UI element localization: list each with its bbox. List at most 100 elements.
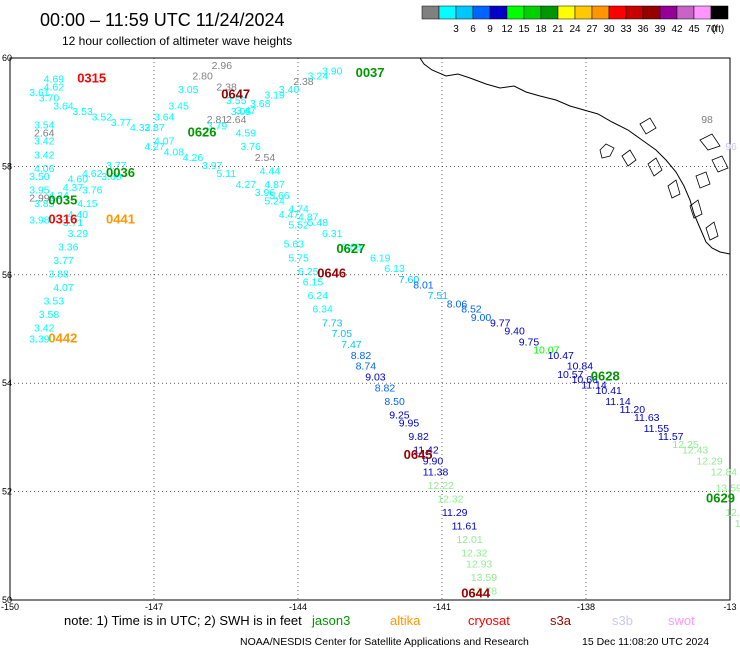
wave-height-value: 4.26 xyxy=(183,152,204,164)
wave-height-value: 3.68 xyxy=(250,98,271,110)
wave-height-value: 12.01 xyxy=(456,534,482,546)
latitude-tick-label: 50 xyxy=(2,595,12,605)
wave-height-value: 4.59 xyxy=(236,128,257,140)
latitude-tick-labels: 60 58 56 54 52 50 xyxy=(2,53,12,605)
wave-height-value: 7.05 xyxy=(332,328,353,340)
wave-height-value: 3.42 xyxy=(34,323,55,335)
wave-height-value: 5.52 xyxy=(288,220,309,232)
wave-height-value: 3.42 xyxy=(34,136,55,148)
satellite-legend-item: s3a xyxy=(550,613,572,628)
longitude-tick-label: -147 xyxy=(145,602,163,612)
wave-height-value: 3.50 xyxy=(29,171,50,183)
colorbar-swatch xyxy=(523,5,542,20)
wave-height-value: 6.03 xyxy=(341,241,362,253)
latitude-tick-label: 54 xyxy=(2,378,12,388)
wave-height-value: 3.36 xyxy=(58,241,79,253)
wave-height-value: 9.77 xyxy=(490,317,511,329)
wave-height-value: 6.25 xyxy=(298,266,319,278)
wave-height-value: 4.07 xyxy=(53,282,74,294)
colorbar-swatch xyxy=(710,5,729,20)
wave-height-value: 3.70 xyxy=(39,92,60,104)
wave-height-value: 5.63 xyxy=(284,239,305,251)
colorbar-tick-label: 21 xyxy=(552,24,564,35)
colorbar-tick-label: 18 xyxy=(535,24,547,35)
wave-height-value: 9.90 xyxy=(423,456,444,468)
wave-height-value: 6.34 xyxy=(312,304,333,316)
wave-height-value: 4.40 xyxy=(68,209,89,221)
wave-height-value: 10.07 xyxy=(533,344,559,356)
island-outline xyxy=(667,179,681,199)
colorbar-tick-label: 45 xyxy=(688,24,700,35)
wave-height-value: 8.82 xyxy=(351,350,372,362)
satellite-pass-label: 0316 xyxy=(48,211,77,226)
wave-height-value: 4.27 xyxy=(236,179,257,191)
colorbar-swatch xyxy=(642,5,661,20)
longitude-tick-label: -141 xyxy=(433,602,451,612)
wave-height-value: 9.75 xyxy=(519,336,540,348)
wave-height-value: 8.50 xyxy=(384,396,405,408)
satellite-legend-item: cryosat xyxy=(468,613,510,628)
colorbar-swatch xyxy=(421,5,440,20)
wave-height-value: 8.06 xyxy=(447,298,468,310)
wave-height-value: 4.15 xyxy=(77,198,98,210)
wave-height-value: 13.59 xyxy=(471,572,497,584)
wave-height-value: 3.61 xyxy=(29,87,50,99)
colorbar-tick-label: 36 xyxy=(637,24,649,35)
colorbar-tick-label: 33 xyxy=(620,24,632,35)
island-outline xyxy=(599,143,615,159)
alaska-coastline xyxy=(419,57,731,255)
wave-height-value: 7.73 xyxy=(322,317,343,329)
wave-height-value: 6.31 xyxy=(322,228,343,240)
wave-height-value: 11.38 xyxy=(423,466,449,478)
wave-height-value: 5.24 xyxy=(264,195,285,207)
wave-height-value: 3.87 xyxy=(144,122,165,134)
wave-height-value: 4.24 xyxy=(48,190,69,202)
wave-height-value: 3.05 xyxy=(178,84,199,96)
wave-height-value: 7.51 xyxy=(428,290,449,302)
wave-height-readings: 4.694.623.613.703.643.533.523.774.323.87… xyxy=(29,60,740,598)
wave-height-value: 2.99 xyxy=(29,193,50,205)
wave-height-value: 11.14 xyxy=(581,380,607,392)
wave-height-value: 4.74 xyxy=(288,203,309,215)
wave-height-value: 4.27 xyxy=(144,141,165,153)
wave-height-value: 2.81 xyxy=(207,114,228,126)
satellite-legend: jason3 altika cryosat s3a s3b swot xyxy=(311,613,695,628)
wave-height-value: 7.60 xyxy=(399,274,420,286)
wave-height-value: 3.53 xyxy=(72,106,93,118)
wave-height-value: 3.52 xyxy=(92,111,113,123)
colorbar-swatch xyxy=(608,5,627,20)
satellite-pass-label: 0644 xyxy=(461,585,491,600)
satellite-pass-labels: 0315 0647 0037 0626 0036 0035 0316 0441 0627 0646… xyxy=(48,65,735,600)
latitude-tick-label: 60 xyxy=(2,53,12,63)
footer-timestamp: 15 Dec 11:08:20 UTC 2024 xyxy=(582,636,709,648)
wave-height-value: 96 xyxy=(725,141,737,153)
satellite-pass-label: 0645 xyxy=(404,447,433,462)
wave-height-value: 4.06 xyxy=(34,163,55,175)
wave-height-value: 3.96 xyxy=(255,187,276,199)
colorbar-tick-label: 6 xyxy=(470,24,476,35)
satellite-legend-item: swot xyxy=(668,613,695,628)
longitude-tick-label: -13 xyxy=(723,602,736,612)
latitude-tick-label: 52 xyxy=(2,487,12,497)
island-outline xyxy=(711,155,729,173)
wave-height-value: 3.79 xyxy=(207,121,228,133)
wave-height-value: 11.57 xyxy=(658,431,684,443)
longitude-tick-label: -138 xyxy=(577,602,595,612)
colorbar-tick-label: 30 xyxy=(603,24,615,35)
wave-height-value: 3.05 xyxy=(231,106,252,118)
wave-height-value: 4.62 xyxy=(44,82,65,94)
wave-height-value: 3.88 xyxy=(48,269,69,281)
wave-height-value: 5.66 xyxy=(269,190,290,202)
satellite-legend-item: jason3 xyxy=(311,613,350,628)
wave-height-value: 3.64 xyxy=(154,111,175,123)
wave-height-value: 4.62 xyxy=(82,168,103,180)
wave-height-value: 3.53 xyxy=(44,296,65,308)
island-outline xyxy=(647,157,663,177)
wave-height-value: 6.24 xyxy=(308,290,329,302)
wave-height-value: 10.57 xyxy=(557,369,583,381)
colorbar-tick-label: 12 xyxy=(501,24,513,35)
wave-height-value: 12.22 xyxy=(428,480,454,492)
colorbar-swatch xyxy=(506,5,525,20)
colorbar-swatch xyxy=(693,5,712,20)
